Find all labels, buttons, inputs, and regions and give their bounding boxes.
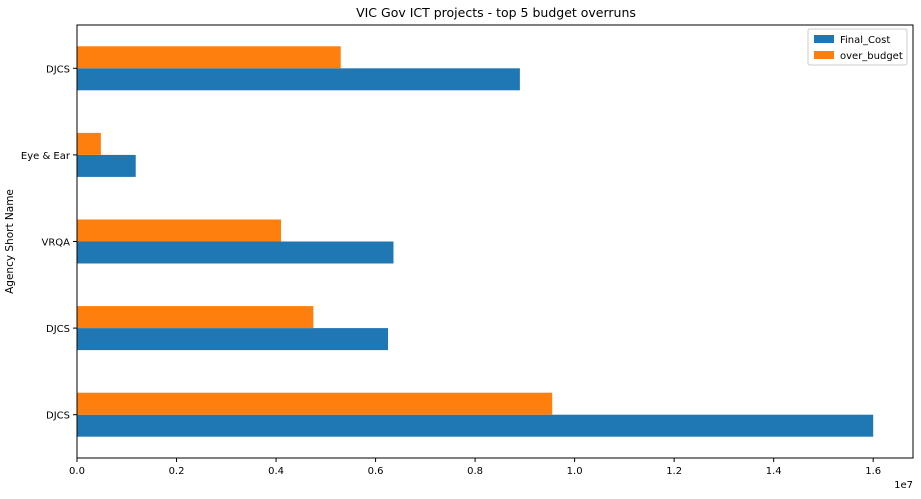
- legend-label-over-budget: over_budget: [840, 51, 903, 62]
- x-tick-label: 1.6: [865, 466, 881, 477]
- y-tick-label: Eye & Ear: [21, 151, 71, 162]
- bar-over-budget-2: [77, 219, 282, 242]
- bar-over-budget-4: [77, 46, 341, 69]
- bar-final-cost-0: [77, 414, 874, 437]
- x-tick-label: 0.2: [169, 466, 185, 477]
- x-tick-label: 1.4: [766, 466, 782, 477]
- bar-over-budget-1: [77, 306, 314, 329]
- plot-frame: [76, 24, 914, 459]
- chart-title: VIC Gov ICT projects - top 5 budget over…: [356, 5, 636, 20]
- bars-group: [77, 46, 874, 437]
- x-axis-scale-label: 1e7: [894, 480, 913, 491]
- bar-final-cost-3: [77, 154, 136, 177]
- bar-final-cost-1: [77, 328, 389, 351]
- legend: Final_Cost over_budget: [807, 28, 908, 66]
- x-tick-label: 1.0: [567, 466, 583, 477]
- y-tick-label: DJCS: [46, 411, 70, 422]
- bar-final-cost-4: [77, 68, 520, 91]
- x-tick-label: 0.4: [268, 466, 284, 477]
- x-tick-label: 1.2: [666, 466, 682, 477]
- legend-swatch-over-budget: [814, 51, 834, 59]
- legend-swatch-final-cost: [814, 35, 834, 43]
- legend-label-final-cost: Final_Cost: [840, 35, 890, 46]
- y-tick-label: DJCS: [46, 324, 70, 335]
- bar-over-budget-3: [77, 132, 101, 155]
- y-axis-label: Agency Short Name: [4, 189, 16, 294]
- bar-final-cost-2: [77, 241, 394, 264]
- bar-over-budget-0: [77, 392, 553, 415]
- x-tick-label: 0.6: [368, 466, 384, 477]
- x-ticks-group: 0.0 0.2 0.4 0.6 0.8 1.0 1.2 1.4 1.6: [69, 458, 881, 477]
- y-tick-label: DJCS: [46, 64, 70, 75]
- x-tick-label: 0.8: [467, 466, 483, 477]
- y-ticks-group: DJCS DJCS VRQA Eye & Ear DJCS: [21, 64, 77, 422]
- y-tick-label: VRQA: [41, 238, 70, 249]
- x-tick-label: 0.0: [69, 466, 85, 477]
